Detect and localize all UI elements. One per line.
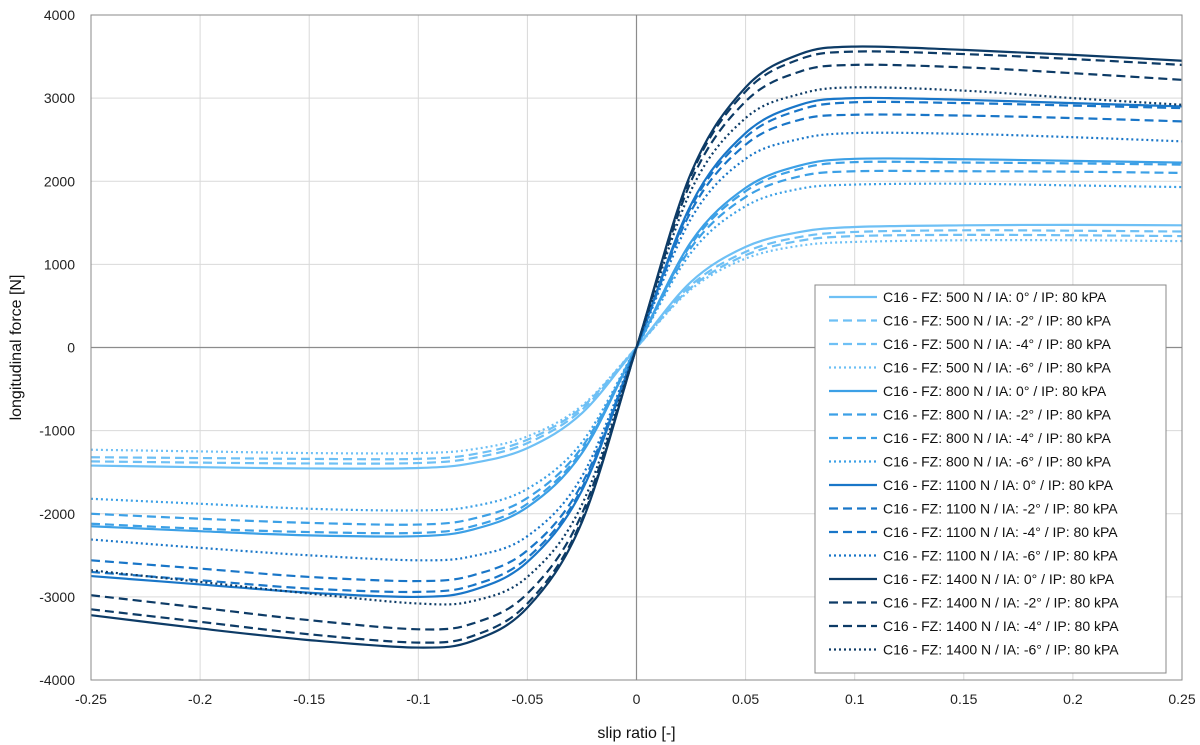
legend-label: C16 - FZ: 800 N / IA: -4° / IP: 80 kPA [883, 430, 1112, 446]
y-tick-label: -4000 [39, 672, 75, 688]
legend-label: C16 - FZ: 500 N / IA: -2° / IP: 80 kPA [883, 313, 1112, 329]
legend-label: C16 - FZ: 1100 N / IA: -6° / IP: 80 kPA [883, 548, 1118, 564]
x-tick-label: 0.25 [1168, 691, 1195, 707]
x-tick-label: 0.05 [732, 691, 759, 707]
legend-label: C16 - FZ: 800 N / IA: 0° / IP: 80 kPA [883, 383, 1107, 399]
x-tick-label: 0 [633, 691, 641, 707]
legend-label: C16 - FZ: 1100 N / IA: -2° / IP: 80 kPA [883, 501, 1118, 517]
y-tick-label: 0 [67, 340, 75, 356]
legend-label: C16 - FZ: 500 N / IA: -6° / IP: 80 kPA [883, 360, 1112, 376]
legend-label: C16 - FZ: 800 N / IA: -2° / IP: 80 kPA [883, 407, 1112, 423]
series-line-7 [90, 169, 1183, 526]
y-axis-title: longitudinal force [N] [8, 275, 25, 421]
legend-label: C16 - FZ: 500 N / IA: 0° / IP: 80 kPA [883, 289, 1107, 305]
legend-label: C16 - FZ: 1100 N / IA: 0° / IP: 80 kPA [883, 477, 1114, 493]
plot-area-frame [90, 14, 1183, 681]
legend-label: C16 - FZ: 1400 N / IA: -2° / IP: 80 kPA [883, 595, 1119, 611]
x-tick-label: 0.15 [950, 691, 977, 707]
x-tick-label: 0.2 [1063, 691, 1083, 707]
y-tick-label: 4000 [44, 7, 75, 23]
legend-label: C16 - FZ: 1400 N / IA: -6° / IP: 80 kPA [883, 642, 1119, 658]
series-line-16 [90, 86, 1183, 606]
y-tick-label: -1000 [39, 423, 75, 439]
legend-label: C16 - FZ: 800 N / IA: -6° / IP: 80 kPA [883, 454, 1112, 470]
x-tick-label: -0.1 [406, 691, 430, 707]
y-tick-label: 1000 [44, 256, 75, 272]
y-tick-labels: -4000 -3000 -2000 -1000 0 1000 2000 3000 4000 [39, 7, 75, 688]
y-tick-label: 3000 [44, 90, 75, 106]
x-tick-labels: -0.25 -0.2 -0.15 -0.1 -0.05 0 0.05 0.1 0.15 0.2 0.… [75, 691, 1196, 707]
y-tick-label: -3000 [39, 589, 75, 605]
x-tick-label: -0.2 [188, 691, 212, 707]
legend-box [814, 284, 1167, 674]
y-tick-label: -2000 [39, 506, 75, 522]
series-lines [90, 45, 1183, 649]
legend: C16 - FZ: 500 N / IA: 0° / IP: 80 kPA C16… [814, 284, 1167, 674]
x-axis-title: slip ratio [-] [597, 725, 675, 742]
x-tick-label: -0.25 [75, 691, 107, 707]
x-tick-label: -0.05 [511, 691, 543, 707]
legend-label: C16 - FZ: 1400 N / IA: 0° / IP: 80 kPA [883, 571, 1115, 587]
x-tick-label: 0.1 [845, 691, 865, 707]
legend-label: C16 - FZ: 1100 N / IA: -4° / IP: 80 kPA [883, 524, 1118, 540]
legend-label: C16 - FZ: 1400 N / IA: -4° / IP: 80 kPA [883, 618, 1119, 634]
x-tick-label: -0.15 [293, 691, 325, 707]
y-tick-label: 2000 [44, 173, 75, 189]
series-line-3 [90, 233, 1183, 461]
legend-label: C16 - FZ: 500 N / IA: -4° / IP: 80 kPA [883, 336, 1112, 352]
